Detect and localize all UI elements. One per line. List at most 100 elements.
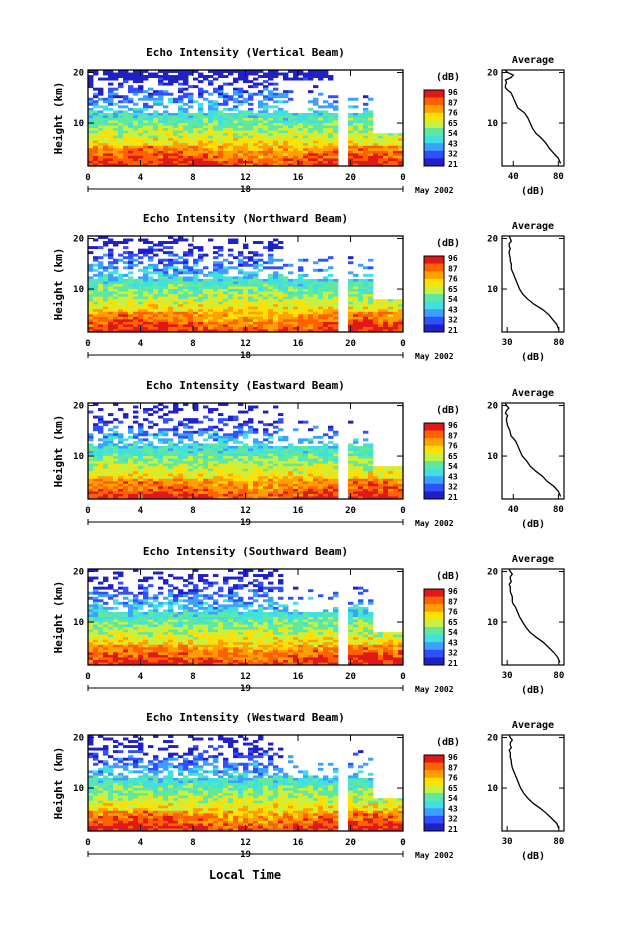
colorbar-tick-label: 65 (448, 618, 458, 627)
x-tick-label: 4 (138, 672, 144, 682)
heatmap-cells (88, 236, 404, 333)
colorbar-tick-label: 21 (448, 326, 458, 335)
colorbar-tick-label: 96 (448, 753, 458, 762)
x-tick-label: 12 (240, 672, 251, 682)
colorbar-segment (424, 476, 444, 485)
y-tick-label: 20 (73, 69, 84, 79)
colorbar-tick-label: 21 (448, 825, 458, 834)
x-tick-label: 20 (345, 506, 356, 516)
profile-y-tick-label: 20 (487, 69, 498, 79)
panel-title: Echo Intensity (Vertical Beam) (146, 46, 345, 59)
profile-x-tick-label: 80 (553, 671, 564, 681)
x-tick-label: 16 (293, 672, 304, 682)
x-tick-label: 16 (293, 506, 304, 516)
colorbar-segment (424, 596, 444, 605)
colorbar-unit: (dB) (436, 405, 460, 416)
profile-y-tick-label: 10 (487, 784, 498, 794)
colorbar-segment (424, 793, 444, 801)
colorbar-tick-label: 21 (448, 659, 458, 668)
y-tick-label: 10 (73, 119, 84, 129)
colorbar-tick-label: 76 (448, 442, 458, 451)
y-tick-label: 20 (73, 568, 84, 578)
colorbar-segment (424, 627, 444, 635)
profile-y-tick-label: 10 (487, 618, 498, 628)
date-day: 19 (240, 684, 251, 694)
colorbar-segment (424, 445, 444, 454)
y-axis-label: Height (km) (52, 581, 65, 654)
profile-title: Average (512, 55, 554, 66)
x-tick-label: 8 (190, 339, 195, 349)
colorbar-tick-label: 43 (448, 305, 458, 314)
colorbar-segment (424, 642, 444, 651)
profile-xlabel: (dB) (521, 685, 545, 696)
x-tick-label: 0 (85, 339, 90, 349)
colorbar-segment (424, 762, 444, 771)
colorbar-segment (424, 468, 444, 477)
colorbar-tick-label: 76 (448, 109, 458, 118)
colorbar-tick-label: 96 (448, 88, 458, 97)
date-label: May 2002 (415, 186, 454, 195)
profile-y-tick-label: 20 (487, 402, 498, 412)
heatmap-cells (88, 70, 404, 167)
profile-x-tick-label: 30 (502, 837, 513, 847)
profile-y-tick-label: 10 (487, 452, 498, 462)
colorbar-segment (424, 604, 444, 613)
date-day: 18 (240, 185, 251, 195)
colorbar-tick-label: 32 (448, 150, 458, 159)
colorbar-tick-label: 43 (448, 804, 458, 813)
colorbar-segment (424, 128, 444, 136)
panel-1: Echo Intensity (Northward Beam) Height (k… (52, 212, 565, 363)
colorbar-tick-label: 32 (448, 815, 458, 824)
profile-x-tick-label: 40 (508, 172, 519, 182)
x-tick-label: 0 (85, 506, 90, 516)
colorbar-tick-label: 32 (448, 483, 458, 492)
x-tick-label: 20 (345, 173, 356, 183)
x-tick-label: 0 (85, 838, 90, 848)
panel-3: Echo Intensity (Southward Beam) Height (k… (52, 545, 565, 696)
colorbar-segment (424, 143, 444, 152)
colorbar-segment (424, 430, 444, 439)
colorbar-tick-label: 43 (448, 472, 458, 481)
profile-x-tick-label: 80 (553, 837, 564, 847)
profile-line (508, 735, 560, 829)
panel-title: Echo Intensity (Northward Beam) (143, 212, 348, 225)
colorbar-tick-label: 32 (448, 649, 458, 658)
colorbar-segment (424, 785, 444, 794)
colorbar-segment (424, 301, 444, 310)
profile-line (504, 70, 562, 164)
colorbar-tick-label: 54 (448, 628, 458, 637)
colorbar-tick-label: 87 (448, 597, 458, 606)
x-tick-label: 12 (240, 506, 251, 516)
y-axis-label: Height (km) (52, 248, 65, 321)
colorbar-segment (424, 777, 444, 786)
colorbar-segment (424, 90, 444, 98)
y-tick-label: 10 (73, 285, 84, 295)
panel-title: Echo Intensity (Westward Beam) (146, 711, 345, 724)
colorbar-segment (424, 619, 444, 628)
colorbar-segment (424, 649, 444, 658)
profile-line (508, 569, 561, 663)
profile-y-tick-label: 10 (487, 285, 498, 295)
colorbar-unit: (dB) (436, 238, 460, 249)
colorbar-frame (423, 754, 445, 832)
colorbar-tick-label: 65 (448, 452, 458, 461)
x-tick-label: 20 (345, 838, 356, 848)
x-tick-label: 0 (400, 173, 405, 183)
colorbar-tick-label: 96 (448, 587, 458, 596)
profile-y-tick-label: 10 (487, 119, 498, 129)
colorbar-tick-label: 96 (448, 254, 458, 263)
colorbar-segment (424, 271, 444, 280)
date-label: May 2002 (415, 851, 454, 860)
x-tick-label: 20 (345, 339, 356, 349)
colorbar-segment (424, 800, 444, 809)
colorbar-unit: (dB) (436, 571, 460, 582)
colorbar-segment (424, 278, 444, 287)
colorbar-segment (424, 324, 444, 333)
colorbar-frame (423, 422, 445, 500)
profile-xlabel: (dB) (521, 352, 545, 363)
date-label: May 2002 (415, 519, 454, 528)
profile-line (504, 403, 562, 497)
date-day: 19 (240, 850, 251, 860)
colorbar-tick-label: 76 (448, 608, 458, 617)
